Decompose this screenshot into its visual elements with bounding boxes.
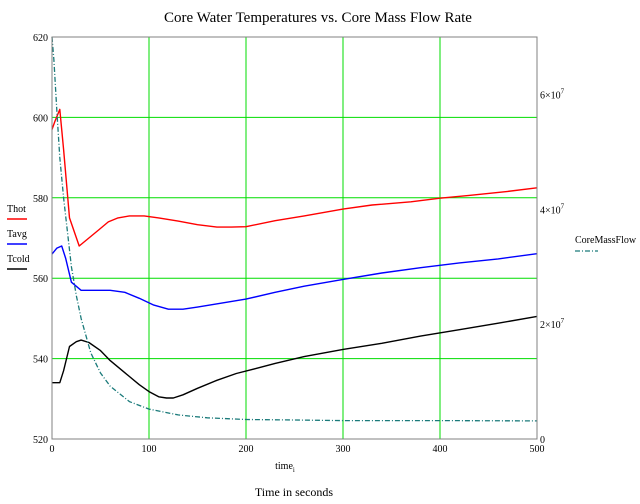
x-tick-label: 100: [142, 444, 157, 455]
y2-tick-label: 4×107: [540, 202, 565, 216]
y-tick-label: 600: [33, 113, 48, 124]
y-tick-label: 560: [33, 274, 48, 285]
plot-frame: [51, 36, 538, 440]
y-tick-label: 540: [33, 355, 48, 366]
x-tick-label: 400: [433, 444, 448, 455]
left-legend: Thot Tavg Tcold: [7, 204, 30, 270]
y-tick-label: 620: [33, 33, 48, 44]
chart-title: Core Water Temperatures vs. Core Mass Fl…: [164, 10, 472, 26]
right-legend: CoreMassFlow: [575, 235, 637, 252]
x-axis-label-subscript: i: [293, 466, 295, 474]
legend-label-tavg: Tavg: [7, 229, 27, 240]
y2-tick-label: 0: [540, 435, 545, 446]
x-tick-label: 500: [530, 444, 545, 455]
legend-label-tcold: Tcold: [7, 254, 30, 265]
y2-tick-label: 6×107: [540, 87, 565, 101]
y-tick-label: 580: [33, 194, 48, 205]
x-tick-label: 300: [336, 444, 351, 455]
series-line-coremassflow: [51, 36, 538, 422]
y2-tick-exponent: 7: [561, 202, 565, 210]
x-tick-label: 200: [239, 444, 254, 455]
legend-label-thot: Thot: [7, 204, 26, 215]
series-line-thot: [51, 108, 538, 247]
tick-labels: 0 100 200 300 400 500 520 540 560 580 600 620 0 2×107…: [33, 33, 565, 455]
series-line-tcold: [52, 315, 538, 399]
series-line-tavg: [51, 245, 538, 310]
series-layer: [51, 36, 538, 422]
x-tick-label: 0: [50, 444, 55, 455]
y2-tick-exponent: 7: [561, 317, 565, 325]
y2-tick-label: 2×107: [540, 317, 565, 331]
grid: [51, 36, 538, 440]
legend-label-coremassflow: CoreMassFlow: [575, 235, 637, 246]
x-axis-label: timei: [275, 461, 295, 474]
y-tick-label: 520: [33, 435, 48, 446]
y2-tick-exponent: 7: [561, 87, 565, 95]
x-axis-label-main: time: [275, 461, 293, 472]
x-axis-caption: Time in seconds: [255, 485, 334, 499]
